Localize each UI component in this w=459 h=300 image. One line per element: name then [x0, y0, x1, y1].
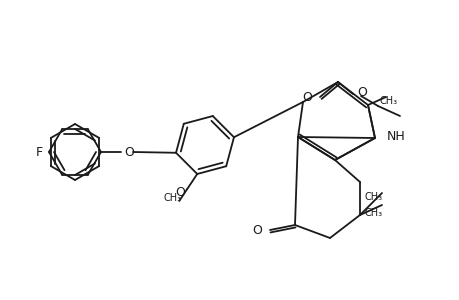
Text: F: F — [36, 146, 43, 158]
Text: O: O — [252, 224, 262, 236]
Text: O: O — [356, 85, 366, 98]
Text: O: O — [175, 187, 185, 200]
Text: O: O — [302, 91, 311, 103]
Text: CH₃: CH₃ — [364, 192, 382, 202]
Text: CH₃: CH₃ — [163, 193, 181, 203]
Text: CH₃: CH₃ — [379, 96, 397, 106]
Text: CH₃: CH₃ — [364, 208, 382, 218]
Text: O: O — [124, 146, 134, 158]
Text: NH: NH — [386, 130, 405, 142]
